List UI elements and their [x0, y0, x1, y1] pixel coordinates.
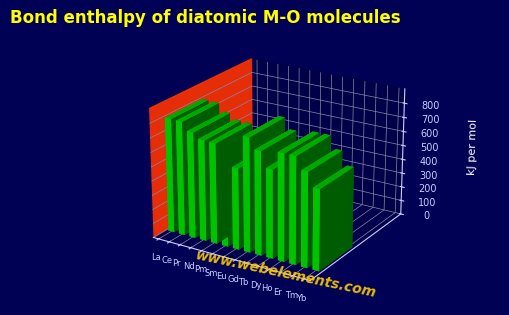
Text: Bond enthalpy of diatomic M-O molecules: Bond enthalpy of diatomic M-O molecules — [10, 9, 400, 27]
Text: www.webelements.com: www.webelements.com — [193, 248, 377, 300]
